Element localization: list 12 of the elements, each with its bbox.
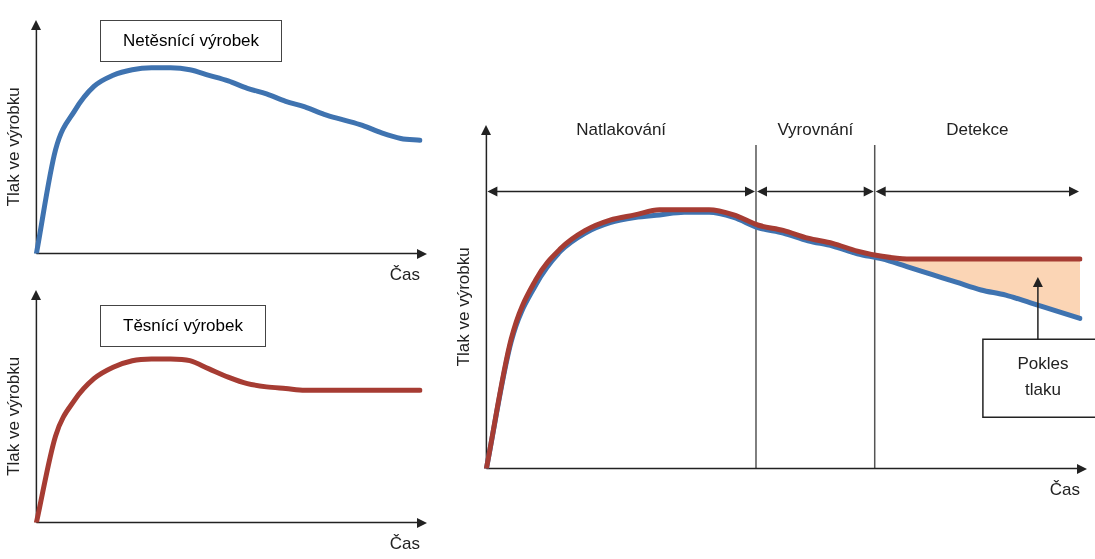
text: Vyrovnání	[777, 120, 854, 139]
text: Detekce	[946, 120, 1009, 139]
y-axis-title: Tlak ve výrobku	[3, 87, 23, 207]
x-axis-title: Čas	[389, 534, 420, 554]
annotation: Pokles tlaku	[1017, 354, 1069, 400]
text: Natlakování	[576, 120, 667, 139]
y-axis-title: Tlak ve výrobku	[453, 247, 473, 367]
y-axis-title: Tlak ve výrobku	[3, 356, 23, 476]
chart-title: Těsnící výrobek	[100, 305, 266, 347]
x-axis-title: Čas	[389, 265, 420, 285]
x-axis-title: Čas	[1049, 480, 1080, 500]
chart-title: Netěsnící výrobek	[100, 20, 283, 62]
